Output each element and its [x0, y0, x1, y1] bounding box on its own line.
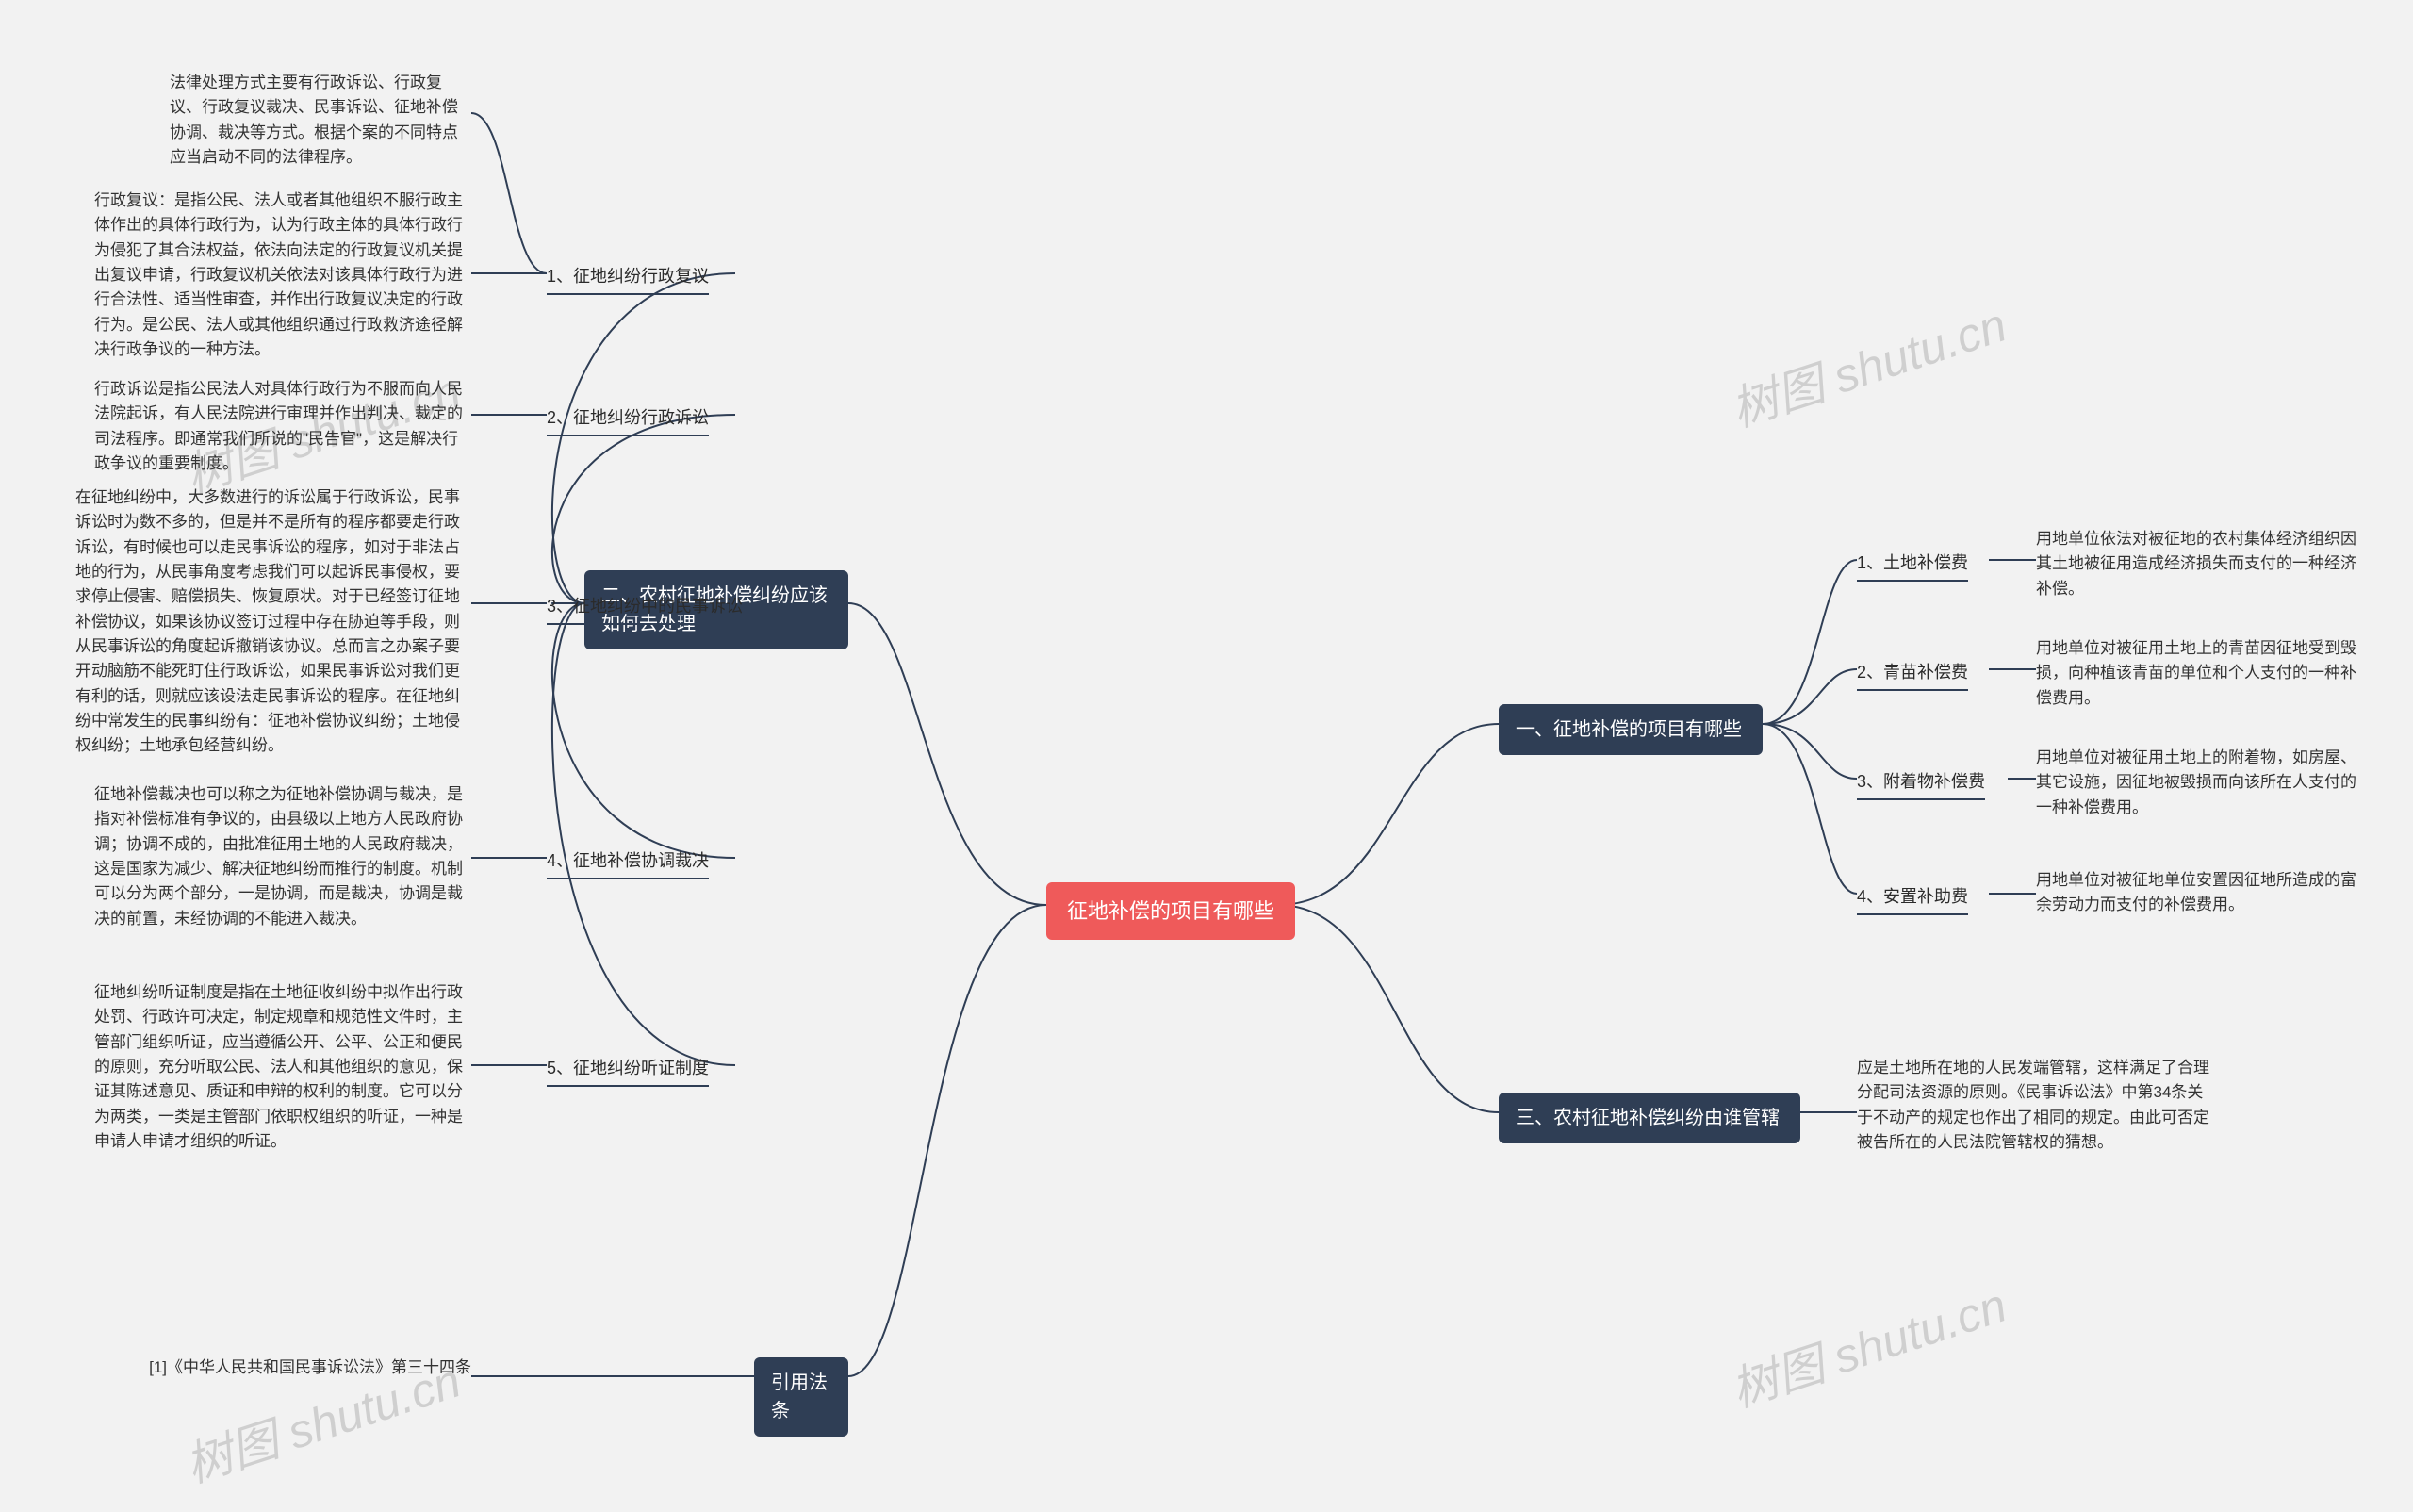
branch1-sub4-leaf: 用地单位对被征地单位安置因征地所造成的富余劳动力而支付的补偿费用。: [2036, 868, 2366, 918]
branch-ref-leaf: [1]《中华人民共和国民事诉讼法》第三十四条: [132, 1356, 471, 1380]
branch2-sub3: 3、征地纠纷中的民事诉讼: [547, 590, 743, 625]
branch1-sub2: 2、青苗补偿费: [1857, 656, 1968, 691]
branch1-sub4: 4、安置补助费: [1857, 880, 1968, 915]
branch2-sub3-leaf: 在征地纠纷中，大多数进行的诉讼属于行政诉讼，民事诉讼时为数不多的，但是并不是所有…: [75, 485, 471, 759]
branch2-sub5: 5、征地纠纷听证制度: [547, 1052, 709, 1087]
branch-1: 一、征地补偿的项目有哪些: [1499, 704, 1763, 755]
branch2-sub5-leaf: 征地纠纷听证制度是指在土地征收纠纷中拟作出行政处罚、行政许可决定，制定规章和规范…: [94, 980, 471, 1154]
watermark: 树图 shutu.cn: [1721, 288, 2013, 440]
branch3-leaf: 应是土地所在地的人民发端管辖，这样满足了合理分配司法资源的原则。《民事诉讼法》中…: [1857, 1056, 2215, 1155]
branch1-sub3: 3、附着物补偿费: [1857, 765, 1985, 800]
branch2-sub4: 4、征地补偿协调裁决: [547, 845, 709, 879]
branch1-sub1: 1、土地补偿费: [1857, 547, 1968, 582]
branch2-sub1: 1、征地纠纷行政复议: [547, 260, 709, 295]
branch1-sub1-leaf: 用地单位依法对被征地的农村集体经济组织因其土地被征用造成经济损失而支付的一种经济…: [2036, 527, 2366, 601]
branch2-sub2: 2、征地纠纷行政诉讼: [547, 402, 709, 436]
branch2-sub1-leaf: 行政复议：是指公民、法人或者其他组织不服行政主体作出的具体行政行为，认为行政主体…: [94, 189, 471, 362]
branch1-sub3-leaf: 用地单位对被征用土地上的附着物，如房屋、其它设施，因征地被毁损而向该所在人支付的…: [2036, 746, 2366, 820]
branch2-sub4-leaf: 征地补偿裁决也可以称之为征地补偿协调与裁决，是指对补偿标准有争议的，由县级以上地…: [94, 782, 471, 931]
branch-3: 三、农村征地补偿纠纷由谁管辖: [1499, 1093, 1800, 1143]
branch-ref: 引用法条: [754, 1357, 848, 1437]
root-node: 征地补偿的项目有哪些: [1046, 882, 1295, 940]
branch2-sub2-leaf: 行政诉讼是指公民法人对具体行政行为不服而向人民法院起诉，有人民法院进行审理并作出…: [94, 377, 471, 476]
watermark: 树图 shutu.cn: [1721, 1268, 2013, 1421]
branch1-sub2-leaf: 用地单位对被征用土地上的青苗因征地受到毁损，向种植该青苗的单位和个人支付的一种补…: [2036, 636, 2366, 711]
branch2-intro: 法律处理方式主要有行政诉讼、行政复议、行政复议裁决、民事诉讼、征地补偿协调、裁决…: [170, 71, 471, 170]
